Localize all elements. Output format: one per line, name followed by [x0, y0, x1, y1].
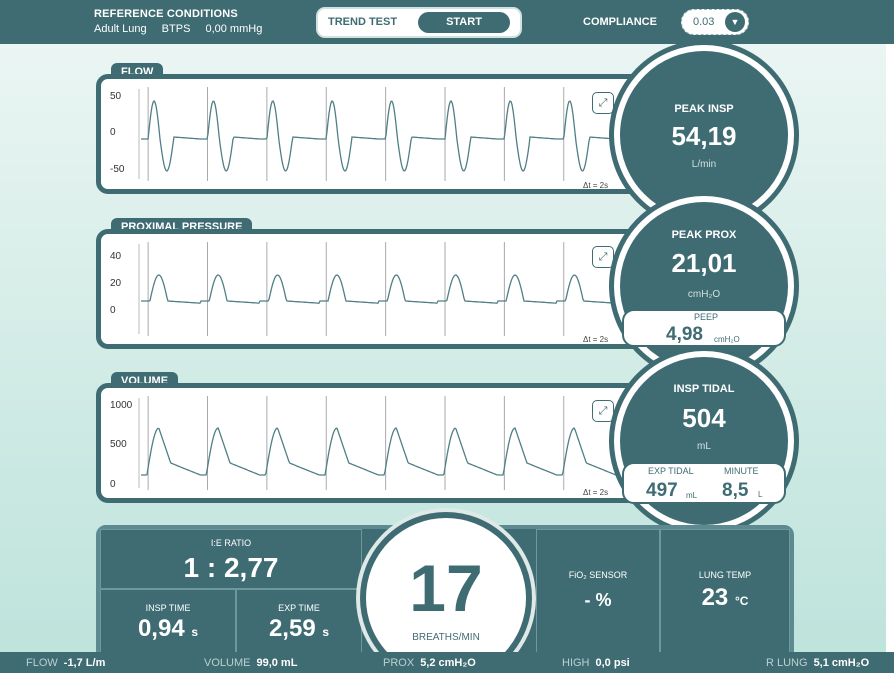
- reference-conditions-title: REFERENCE CONDITIONS: [94, 8, 238, 20]
- header-bar: REFERENCE CONDITIONS Adult Lung BTPS 0,0…: [0, 0, 894, 44]
- ref-pressure: 0,00 mmHg: [205, 23, 263, 35]
- peak-insp-value: 54,19: [671, 121, 737, 151]
- peak-prox-unit: cmH₂O: [687, 289, 721, 300]
- insp-tidal-value: 504: [682, 403, 726, 433]
- exp-time-value: 2,59: [268, 615, 316, 642]
- compliance-value: 0.03: [693, 16, 715, 28]
- minute-title: MINUTE: [724, 466, 759, 476]
- pressure-expand-icon[interactable]: ⤢: [592, 246, 614, 268]
- ie-ratio-title: I:E RATIO: [210, 538, 252, 548]
- compliance-select[interactable]: 0.03 ▼: [681, 9, 749, 35]
- trend-test-control: TREND TEST START: [316, 7, 522, 38]
- status-high-value: 0,0 psi: [595, 657, 630, 669]
- volume-waveform: [138, 396, 617, 490]
- pressure-trace: [141, 274, 617, 304]
- ie-ratio-value: 1 : 2,77: [183, 552, 279, 583]
- exp-tidal-title: EXP TIDAL: [648, 466, 694, 476]
- insp-time-unit: s: [191, 625, 199, 639]
- trend-test-label: TREND TEST: [328, 16, 398, 28]
- insp-tidal-readout: INSP TIDAL 504 mL: [614, 351, 794, 531]
- insp-tidal-title: INSP TIDAL: [673, 383, 735, 395]
- insp-time-title: INSP TIME: [145, 603, 191, 613]
- ref-lung-type: Adult Lung: [94, 23, 147, 35]
- minute-value: 8,5: [722, 480, 749, 501]
- flow-panel: [96, 74, 656, 194]
- status-flow-value: -1,7 L/m: [63, 657, 106, 669]
- exp-tidal-value: 497: [646, 480, 678, 501]
- peep-unit: cmH₂O: [714, 335, 740, 344]
- peak-prox-readout: PEAK PROX 21,01 cmH₂O: [614, 196, 794, 376]
- lung-temp-unit: °C: [734, 594, 749, 608]
- insp-time-value: 0,94: [137, 615, 185, 642]
- status-volume-label: VOLUME: [204, 657, 251, 669]
- peak-insp-unit: L/min: [691, 159, 717, 170]
- fio2-title: FiO₂ SENSOR: [568, 570, 628, 580]
- lung-temp-title: LUNG TEMP: [698, 570, 752, 580]
- compliance-label: COMPLIANCE: [583, 16, 657, 28]
- insp-tidal-unit: mL: [697, 441, 711, 452]
- volume-trace: [141, 427, 617, 476]
- status-rlung-label: R LUNG: [766, 657, 808, 669]
- volume-y-tick-bottom: 0: [110, 479, 116, 490]
- exp-time-cell: EXP TIME 2,59 s: [236, 589, 362, 656]
- peak-insp-title: PEAK INSP: [674, 103, 734, 115]
- peep-title: PEEP: [694, 312, 719, 322]
- flow-waveform: [138, 87, 617, 181]
- peep-value: 4,98: [666, 324, 703, 345]
- fio2-cell: FiO₂ SENSOR - %: [536, 529, 660, 656]
- flow-y-tick-mid: 0: [110, 127, 116, 138]
- exp-time-unit: s: [322, 625, 330, 639]
- volume-y-tick-top: 1000: [110, 400, 133, 411]
- exp-minute-readout: EXP TIDAL 497 mL MINUTE 8,5 L: [622, 462, 786, 504]
- lung-temp-cell: LUNG TEMP 23 °C: [660, 529, 790, 656]
- insp-time-cell: INSP TIME 0,94 s: [100, 589, 236, 656]
- exp-time-title: EXP TIME: [278, 603, 320, 613]
- flow-y-tick-top: 50: [110, 91, 122, 102]
- status-bar: FLOW -1,7 L/m VOLUME 99,0 mL PROX 5,2 cmH₂O…: [0, 652, 894, 673]
- breath-rate-unit: BREATHS/MIN: [412, 632, 480, 643]
- status-prox-value: 5,2 cmH₂O: [420, 657, 476, 669]
- pressure-panel: [96, 229, 656, 349]
- fio2-value: - %: [584, 590, 612, 610]
- pressure-waveform: [138, 242, 617, 336]
- pressure-y-tick-mid: 20: [110, 278, 122, 289]
- volume-panel: [96, 383, 656, 503]
- flow-time-scale: Δt = 2s: [583, 181, 609, 190]
- status-rlung-value: 5,1 cmH₂O: [813, 657, 870, 669]
- minute-unit: L: [758, 490, 763, 499]
- volume-expand-icon[interactable]: ⤢: [592, 400, 614, 422]
- peak-insp-readout: PEAK INSP 54,19 L/min: [614, 45, 794, 225]
- pressure-y-tick-top: 40: [110, 251, 122, 262]
- volume-time-scale: Δt = 2s: [583, 488, 609, 497]
- volume-y-tick-mid: 500: [110, 439, 127, 450]
- status-prox-label: PROX: [383, 657, 415, 669]
- status-flow-label: FLOW: [26, 657, 58, 669]
- pressure-time-scale: Δt = 2s: [583, 335, 609, 344]
- chevron-down-icon[interactable]: ▼: [725, 12, 745, 32]
- peep-readout: PEEP 4,98 cmH₂O: [622, 309, 786, 347]
- breath-rate-value: 17: [409, 551, 483, 625]
- flow-trace: [141, 99, 617, 172]
- lung-temp-value: 23: [701, 584, 729, 611]
- breath-rate-readout: 17 BREATHS/MIN: [360, 512, 532, 673]
- flow-y-tick-bottom: -50: [110, 164, 125, 175]
- status-high-label: HIGH: [562, 657, 590, 669]
- pressure-y-tick-bottom: 0: [110, 305, 116, 316]
- window-edge: [886, 44, 894, 673]
- reference-conditions-details: Adult Lung BTPS 0,00 mmHg: [94, 23, 274, 35]
- ie-ratio-cell: I:E RATIO 1 : 2,77: [100, 529, 362, 589]
- exp-tidal-unit: mL: [686, 491, 698, 500]
- start-button[interactable]: START: [418, 12, 510, 33]
- peak-prox-title: PEAK PROX: [671, 229, 737, 241]
- status-volume-value: 99,0 mL: [256, 657, 298, 669]
- flow-expand-icon[interactable]: ⤢: [592, 92, 614, 114]
- ref-btps: BTPS: [161, 23, 191, 35]
- peak-prox-value: 21,01: [671, 248, 737, 278]
